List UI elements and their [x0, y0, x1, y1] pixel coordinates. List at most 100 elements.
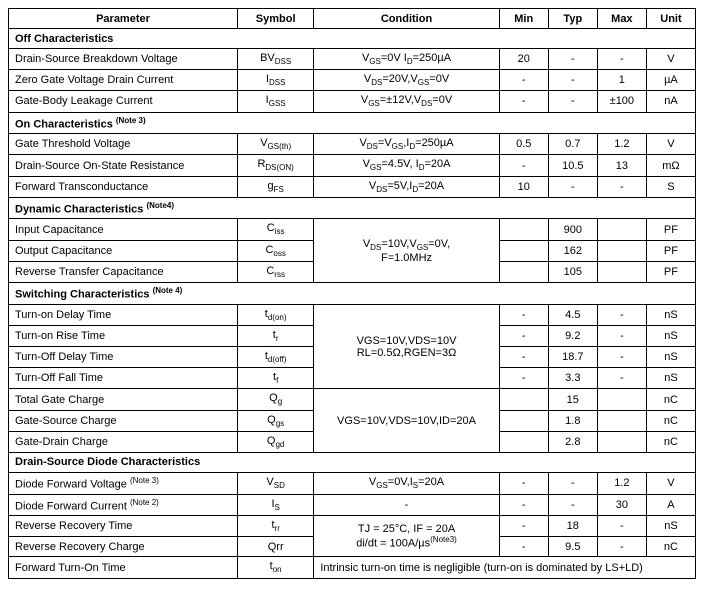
max-cell: -	[597, 325, 646, 346]
unit-cell: µA	[646, 70, 695, 91]
condition-cell: VGS=10V,VDS=10V,ID=20A	[314, 389, 499, 453]
min-cell	[499, 261, 548, 282]
typ-cell: 18.7	[548, 347, 597, 368]
max-cell: 30	[597, 494, 646, 516]
symbol-cell: Qgd	[238, 431, 314, 452]
typ-cell: 2.8	[548, 431, 597, 452]
min-cell: -	[499, 472, 548, 494]
min-cell: 20	[499, 49, 548, 70]
unit-cell: nC	[646, 410, 695, 431]
condition-cell: VDS=5V,ID=20A	[314, 176, 499, 197]
condition-cell: Intrinsic turn-on time is negligible (tu…	[314, 557, 696, 578]
unit-cell: mΩ	[646, 155, 695, 176]
row-qg: Total Gate Charge Qg VGS=10V,VDS=10V,ID=…	[9, 389, 696, 410]
row-vgsth: Gate Threshold Voltage VGS(th) VDS=VGS,I…	[9, 134, 696, 155]
symbol-cell: VGS(th)	[238, 134, 314, 155]
unit-cell: nS	[646, 325, 695, 346]
min-cell: -	[499, 516, 548, 537]
unit-cell: PF	[646, 219, 695, 240]
header-symbol: Symbol	[238, 9, 314, 29]
max-cell	[597, 261, 646, 282]
min-cell: -	[499, 494, 548, 516]
param-label: Forward Transconductance	[9, 176, 238, 197]
typ-cell: 18	[548, 516, 597, 537]
max-cell: 1.2	[597, 134, 646, 155]
unit-cell: PF	[646, 261, 695, 282]
param-label: Gate Threshold Voltage	[9, 134, 238, 155]
symbol-cell: Qg	[238, 389, 314, 410]
max-cell: -	[597, 176, 646, 197]
min-cell: -	[499, 304, 548, 325]
min-cell	[499, 431, 548, 452]
min-cell: -	[499, 347, 548, 368]
min-cell: -	[499, 368, 548, 389]
header-max: Max	[597, 9, 646, 29]
min-cell	[499, 410, 548, 431]
min-cell: -	[499, 91, 548, 112]
header-row: Parameter Symbol Condition Min Typ Max U…	[9, 9, 696, 29]
typ-cell: 10.5	[548, 155, 597, 176]
symbol-cell: trr	[238, 516, 314, 537]
symbol-cell: BVDSS	[238, 49, 314, 70]
max-cell: -	[597, 516, 646, 537]
condition-cell: VDS=VGS,ID=250µA	[314, 134, 499, 155]
max-cell: ±100	[597, 91, 646, 112]
row-tdon: Turn-on Delay Time td(on) VGS=10V,VDS=10…	[9, 304, 696, 325]
unit-cell: PF	[646, 240, 695, 261]
symbol-cell: td(off)	[238, 347, 314, 368]
param-label: Diode Forward Voltage (Note 3)	[9, 472, 238, 494]
typ-cell: 900	[548, 219, 597, 240]
condition-cell: -	[314, 494, 499, 516]
max-cell	[597, 240, 646, 261]
max-cell: -	[597, 49, 646, 70]
row-trr: Reverse Recovery Time trr TJ = 25°C, IF …	[9, 516, 696, 537]
unit-cell: V	[646, 49, 695, 70]
param-label: Turn-on Rise Time	[9, 325, 238, 346]
row-rdson: Drain-Source On-State Resistance RDS(ON)…	[9, 155, 696, 176]
symbol-cell: Crss	[238, 261, 314, 282]
row-igss: Gate-Body Leakage Current IGSS VGS=±12V,…	[9, 91, 696, 112]
condition-cell: VGS=10V,VDS=10VRL=0.5Ω,RGEN=3Ω	[314, 304, 499, 389]
typ-cell: -	[548, 49, 597, 70]
symbol-cell: tr	[238, 325, 314, 346]
symbol-cell: Qgs	[238, 410, 314, 431]
condition-cell: VGS=±12V,VDS=0V	[314, 91, 499, 112]
typ-cell: 162	[548, 240, 597, 261]
param-label: Reverse Transfer Capacitance	[9, 261, 238, 282]
min-cell	[499, 389, 548, 410]
unit-cell: nC	[646, 537, 695, 557]
min-cell	[499, 240, 548, 261]
max-cell: 1.2	[597, 472, 646, 494]
unit-cell: nS	[646, 516, 695, 537]
row-gfs: Forward Transconductance gFS VDS=5V,ID=2…	[9, 176, 696, 197]
unit-cell: nS	[646, 347, 695, 368]
param-label: Gate-Drain Charge	[9, 431, 238, 452]
unit-cell: nC	[646, 431, 695, 452]
symbol-cell: RDS(ON)	[238, 155, 314, 176]
min-cell: 0.5	[499, 134, 548, 155]
header-parameter: Parameter	[9, 9, 238, 29]
header-unit: Unit	[646, 9, 695, 29]
condition-cell: VGS=4.5V, ID=20A	[314, 155, 499, 176]
param-label: Turn-on Delay Time	[9, 304, 238, 325]
unit-cell: S	[646, 176, 695, 197]
max-cell	[597, 410, 646, 431]
max-cell: -	[597, 368, 646, 389]
unit-cell: nA	[646, 91, 695, 112]
section-off: Off Characteristics	[9, 29, 696, 49]
typ-cell: 3.3	[548, 368, 597, 389]
param-label: Drain-Source Breakdown Voltage	[9, 49, 238, 70]
condition-cell: VGS=0V,IS=20A	[314, 472, 499, 494]
unit-cell: V	[646, 472, 695, 494]
section-dynamic: Dynamic Characteristics (Note4)	[9, 197, 696, 219]
max-cell	[597, 219, 646, 240]
typ-cell: -	[548, 472, 597, 494]
param-label: Gate-Source Charge	[9, 410, 238, 431]
header-min: Min	[499, 9, 548, 29]
typ-cell: 9.2	[548, 325, 597, 346]
condition-cell: VGS=0V ID=250µA	[314, 49, 499, 70]
condition-cell: TJ = 25°C, IF = 20Adi/dt = 100A/µs(Note3…	[314, 516, 499, 557]
max-cell: 13	[597, 155, 646, 176]
spec-table: Parameter Symbol Condition Min Typ Max U…	[8, 8, 696, 579]
max-cell: -	[597, 347, 646, 368]
